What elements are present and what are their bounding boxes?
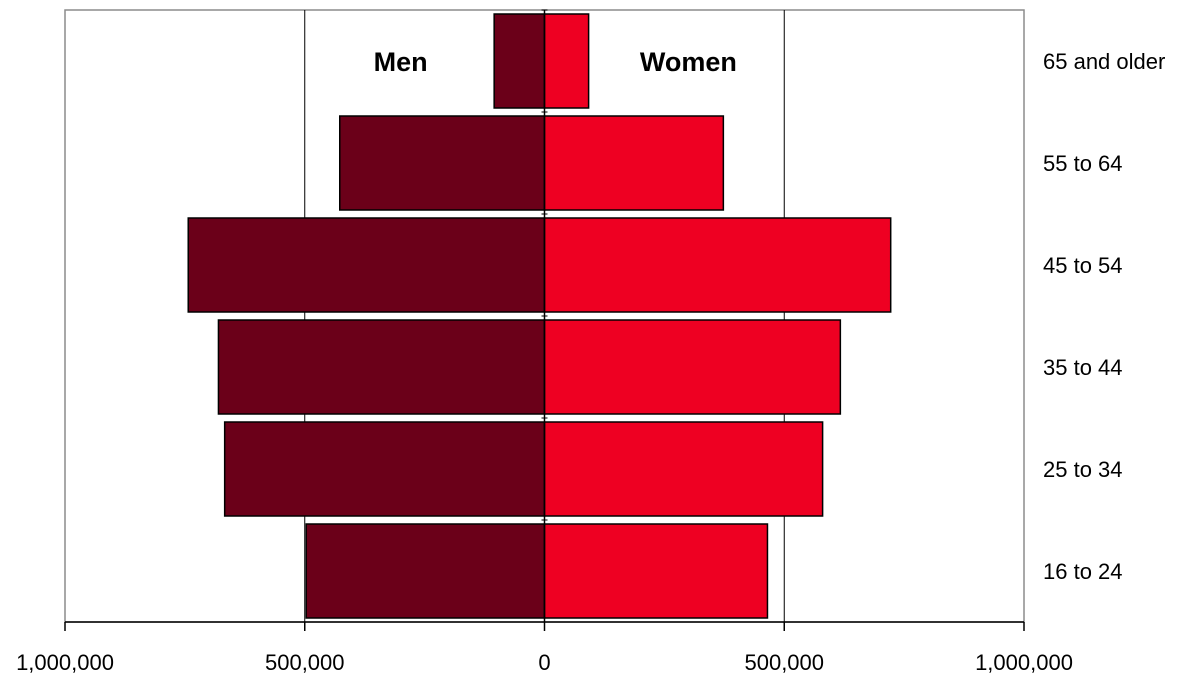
bar-men-45-to-54 [187, 217, 546, 313]
bar-men-65-and-older [493, 13, 546, 109]
bar-women-55-to-64 [543, 115, 725, 211]
bar-women-65-and-older [543, 13, 590, 109]
category-label: 55 to 64 [1043, 151, 1123, 176]
x-tick-label: 0 [538, 650, 550, 675]
bar-women-45-to-54 [543, 217, 892, 313]
category-label: 16 to 24 [1043, 559, 1123, 584]
bar-men-35-to-44 [217, 319, 546, 415]
bars [187, 13, 892, 619]
category-label: 25 to 34 [1043, 457, 1123, 482]
x-tick-label: 1,000,000 [16, 650, 114, 675]
x-tick-label: 1,000,000 [975, 650, 1073, 675]
category-label: 65 and older [1043, 49, 1165, 74]
category-label: 35 to 44 [1043, 355, 1123, 380]
bar-men-16-to-24 [305, 523, 546, 619]
bar-women-35-to-44 [543, 319, 842, 415]
axes [64, 9, 1025, 631]
category-label: 45 to 54 [1043, 253, 1123, 278]
bar-women-25-to-34 [543, 421, 824, 517]
labels: 1,000,000 500,000 0 500,000 1,000,000 16 to 2… [16, 47, 1165, 675]
bar-men-55-to-64 [339, 115, 546, 211]
bar-men-25-to-34 [223, 421, 546, 517]
x-tick-label: 500,000 [744, 650, 824, 675]
series-label-women: Women [640, 47, 737, 77]
bar-women-16-to-24 [543, 523, 769, 619]
series-label-men: Men [374, 47, 428, 77]
x-tick-label: 500,000 [265, 650, 345, 675]
